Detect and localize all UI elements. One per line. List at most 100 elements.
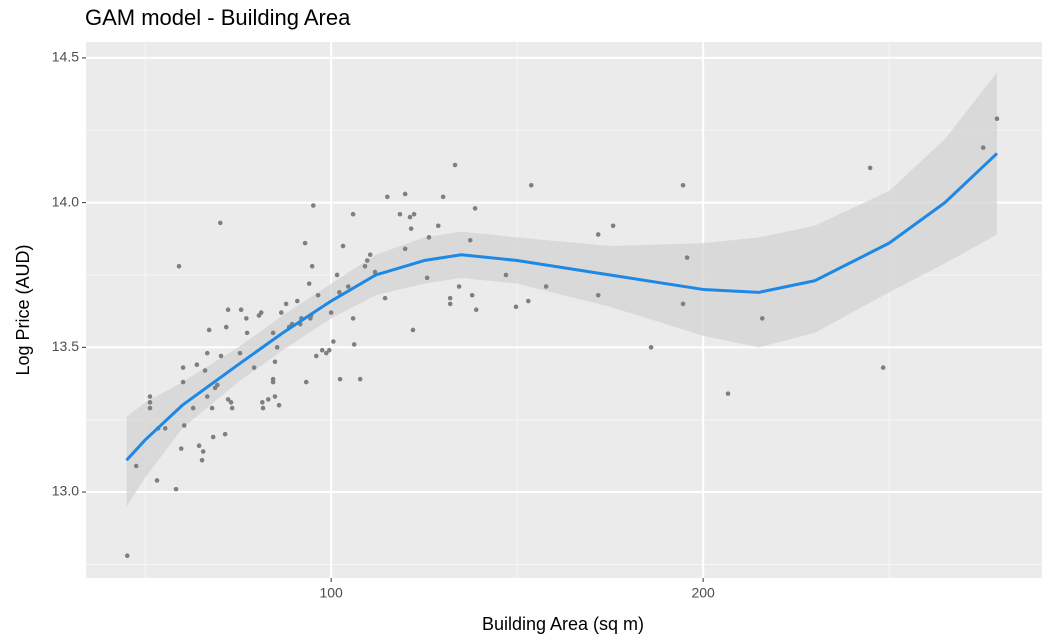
- data-point: [302, 240, 308, 246]
- data-point: [337, 376, 343, 382]
- data-point: [402, 246, 408, 252]
- data-point: [176, 263, 182, 269]
- data-point: [200, 449, 206, 454]
- data-point: [225, 307, 231, 313]
- data-point: [980, 145, 986, 150]
- data-point: [237, 350, 243, 356]
- data-point: [350, 316, 356, 321]
- data-point: [382, 295, 388, 301]
- data-point: [276, 402, 282, 408]
- data-point: [215, 382, 220, 388]
- data-point: [402, 191, 408, 197]
- data-point: [525, 298, 531, 304]
- data-point: [162, 426, 168, 431]
- data-point: [274, 345, 280, 350]
- y-tick-label: 13.0: [52, 483, 79, 499]
- data-point: [199, 457, 205, 463]
- data-point: [222, 431, 228, 437]
- data-point: [351, 342, 357, 347]
- x-tick-label: 100: [319, 585, 343, 601]
- plot-panel: [86, 42, 1042, 578]
- data-point: [223, 324, 229, 330]
- data-point: [345, 284, 351, 289]
- data-point: [337, 290, 342, 295]
- data-point: [513, 304, 519, 310]
- data-point: [147, 405, 153, 411]
- data-point: [310, 203, 316, 208]
- data-point: [190, 405, 196, 411]
- x-tick-label: 200: [691, 585, 715, 601]
- data-point: [452, 162, 458, 168]
- data-point: [364, 258, 370, 263]
- data-point: [328, 310, 334, 315]
- data-point: [867, 165, 873, 171]
- data-point: [357, 376, 363, 382]
- data-point: [543, 284, 549, 289]
- chart-title: GAM model - Building Area: [85, 5, 351, 30]
- data-point: [147, 400, 153, 405]
- data-point: [204, 350, 210, 356]
- data-point: [265, 397, 271, 402]
- data-point: [202, 368, 208, 373]
- data-point: [178, 446, 184, 451]
- data-point: [326, 347, 332, 353]
- y-axis-label: Log Price (AUD): [13, 244, 33, 375]
- data-point: [411, 211, 417, 217]
- data-point: [759, 316, 765, 321]
- data-point: [238, 307, 244, 313]
- data-point: [595, 232, 601, 237]
- data-point: [258, 310, 264, 315]
- data-point: [283, 301, 289, 307]
- data-point: [294, 298, 300, 304]
- data-point: [440, 194, 446, 200]
- x-axis-label: Building Area (sq m): [482, 614, 644, 634]
- data-point: [133, 463, 139, 469]
- data-point: [350, 211, 356, 217]
- data-point: [154, 478, 160, 483]
- data-point: [306, 281, 312, 286]
- data-point: [315, 292, 321, 298]
- data-point: [209, 405, 215, 411]
- data-point: [456, 284, 462, 289]
- data-point: [385, 194, 390, 200]
- data-point: [217, 220, 223, 226]
- data-point: [407, 214, 413, 220]
- data-point: [424, 275, 430, 281]
- data-point: [173, 486, 179, 492]
- data-point: [260, 400, 265, 405]
- data-point: [994, 116, 1000, 121]
- confidence-band: [126, 72, 997, 507]
- data-point: [181, 423, 187, 428]
- data-point: [324, 350, 329, 356]
- data-point: [124, 553, 130, 559]
- data-point: [147, 394, 153, 399]
- data-point: [180, 365, 186, 370]
- data-point: [229, 405, 235, 411]
- data-point: [196, 443, 202, 449]
- data-point: [210, 434, 216, 440]
- data-point: [469, 292, 475, 298]
- data-point: [334, 272, 340, 278]
- data-point: [270, 330, 276, 336]
- data-point: [426, 235, 432, 240]
- data-point: [610, 223, 616, 229]
- data-point: [503, 272, 509, 278]
- data-point: [278, 310, 284, 315]
- data-point: [410, 327, 416, 333]
- data-point: [340, 243, 346, 249]
- data-point: [303, 379, 309, 385]
- data-point: [260, 405, 266, 411]
- data-point: [272, 359, 278, 365]
- data-point: [595, 292, 601, 298]
- data-point: [648, 345, 654, 350]
- data-point: [684, 255, 690, 260]
- data-point: [225, 397, 231, 402]
- data-point: [473, 307, 479, 313]
- data-point: [331, 339, 336, 344]
- y-tick-label: 13.5: [52, 338, 79, 354]
- data-point: [372, 269, 378, 275]
- data-point: [194, 362, 200, 367]
- data-point: [367, 252, 373, 258]
- data-point: [680, 182, 686, 188]
